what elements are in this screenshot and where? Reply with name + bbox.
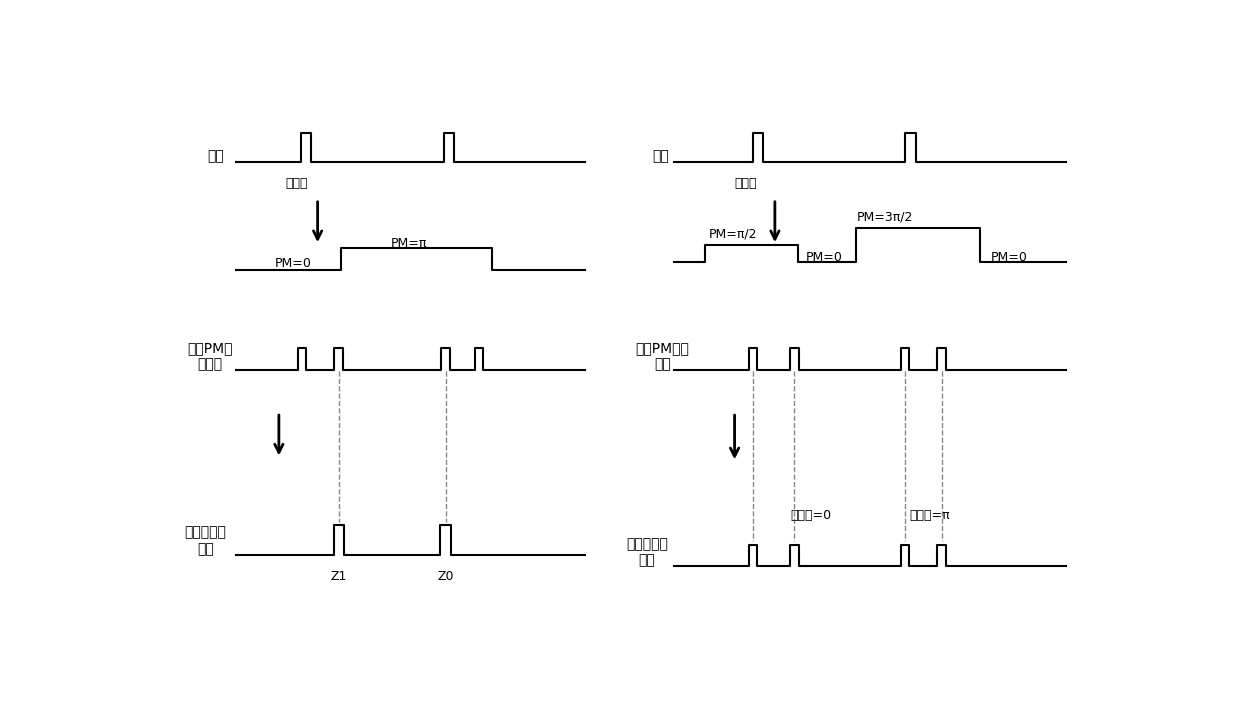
Text: 到达PM的
光脉冲: 到达PM的 光脉冲 [187, 341, 233, 371]
Text: 光源: 光源 [208, 149, 224, 163]
Text: Z0: Z0 [437, 570, 453, 583]
Text: 相位差=π: 相位差=π [909, 508, 949, 521]
Text: 相位基矢编
码光: 相位基矢编 码光 [626, 537, 668, 567]
Text: 周期光: 周期光 [735, 177, 757, 190]
Text: 周期光: 周期光 [285, 177, 307, 190]
Text: PM=π: PM=π [392, 237, 427, 250]
Text: 到达PM的光
脉冲: 到达PM的光 脉冲 [636, 341, 689, 371]
Text: PM=3π/2: PM=3π/2 [856, 211, 913, 223]
Text: PM=π/2: PM=π/2 [709, 228, 757, 241]
Text: 相位差=0: 相位差=0 [790, 508, 831, 521]
Text: 光源: 光源 [653, 149, 669, 163]
Text: 时间基矢编
码光: 时间基矢编 码光 [185, 526, 227, 556]
Text: PM=0: PM=0 [990, 251, 1027, 264]
Text: Z1: Z1 [331, 570, 347, 583]
Text: PM=0: PM=0 [805, 251, 843, 264]
Text: PM=0: PM=0 [275, 257, 312, 270]
